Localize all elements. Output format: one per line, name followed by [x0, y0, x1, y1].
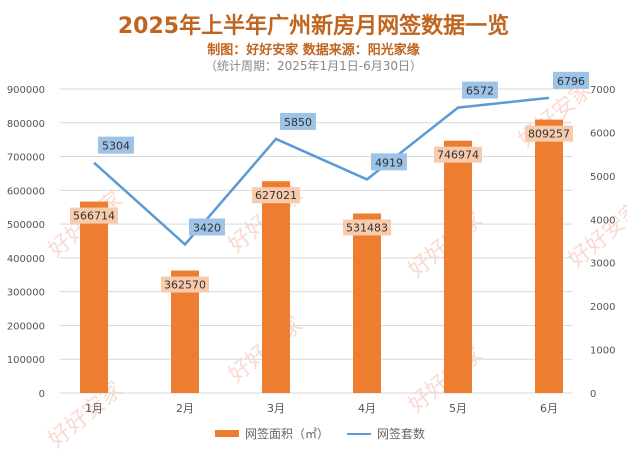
bar-data-label: 566714 — [73, 210, 115, 223]
bar-data-label: 627021 — [255, 189, 297, 202]
left-tick-label: 300000 — [7, 288, 45, 299]
bar-data-label: 746974 — [437, 149, 479, 162]
line-label-bg — [98, 136, 134, 154]
right-tick-label: 3000 — [590, 259, 615, 270]
x-tick-label: 6月 — [540, 402, 558, 415]
right-tick-label: 5000 — [590, 172, 615, 183]
line-data-label: 6796 — [557, 75, 585, 88]
line-label-bg — [462, 81, 498, 99]
right-tick-label: 6000 — [590, 128, 615, 139]
x-tick-label: 4月 — [358, 402, 376, 415]
left-tick-label: 400000 — [7, 254, 45, 265]
line-data-label: 5850 — [284, 116, 312, 129]
legend-label-bar: 网签面积（㎡） — [245, 427, 330, 441]
bar-data-label: 531483 — [346, 221, 388, 234]
bar-label-bg — [161, 276, 209, 293]
legend-label-line: 网签套数 — [377, 427, 426, 441]
x-tick-label: 1月 — [85, 402, 103, 415]
line-label-bg — [280, 112, 316, 130]
left-tick-label: 900000 — [7, 85, 45, 96]
right-tick-label: 1000 — [590, 346, 615, 357]
left-tick-label: 800000 — [7, 119, 45, 130]
bar — [535, 119, 563, 393]
line-label-bg — [189, 218, 225, 236]
line-data-label: 5304 — [102, 140, 130, 153]
line-data-label: 4919 — [375, 156, 403, 169]
right-tick-label: 0 — [590, 389, 596, 400]
chart-title: 2025年上半年广州新房月网签数据一览 — [117, 14, 510, 39]
left-tick-label: 0 — [39, 389, 45, 400]
line-data-label: 6572 — [466, 85, 494, 98]
bar-label-bg — [434, 146, 482, 163]
x-tick-label: 5月 — [449, 402, 467, 415]
left-tick-label: 100000 — [7, 355, 45, 366]
right-tick-label: 7000 — [590, 85, 615, 96]
bar — [353, 213, 381, 393]
bar-label-bg — [70, 207, 118, 224]
bar — [262, 181, 290, 393]
right-tick-label: 4000 — [590, 215, 615, 226]
bar-data-label: 362570 — [164, 279, 206, 292]
series-line — [93, 96, 550, 247]
left-tick-label: 500000 — [7, 220, 45, 231]
bar — [444, 140, 472, 393]
legend-swatch-line — [347, 432, 372, 435]
bar-label-bg — [252, 187, 300, 204]
line-label-bg — [553, 71, 589, 89]
bar-data-label: 809257 — [528, 128, 570, 141]
line-label-bg — [371, 153, 407, 171]
bar-label-bg — [343, 219, 391, 236]
line-data-label: 3420 — [193, 221, 221, 234]
legend-swatch-bar — [215, 430, 239, 437]
left-tick-label: 200000 — [7, 321, 45, 332]
left-tick-label: 600000 — [7, 186, 45, 197]
x-tick-label: 3月 — [267, 402, 285, 415]
legend: 网签面积（㎡） 网签套数 — [215, 425, 425, 442]
bar — [80, 201, 108, 393]
bar-label-bg — [525, 125, 573, 142]
right-tick-label: 2000 — [590, 302, 615, 313]
chart-subtitle: 制图：好好安家 数据来源：阳光家缘 — [207, 43, 420, 58]
chart-note: （统计周期：2025年1月1日-6月30日） — [204, 59, 423, 73]
left-tick-label: 700000 — [7, 153, 45, 164]
x-tick-label: 2月 — [176, 402, 194, 415]
